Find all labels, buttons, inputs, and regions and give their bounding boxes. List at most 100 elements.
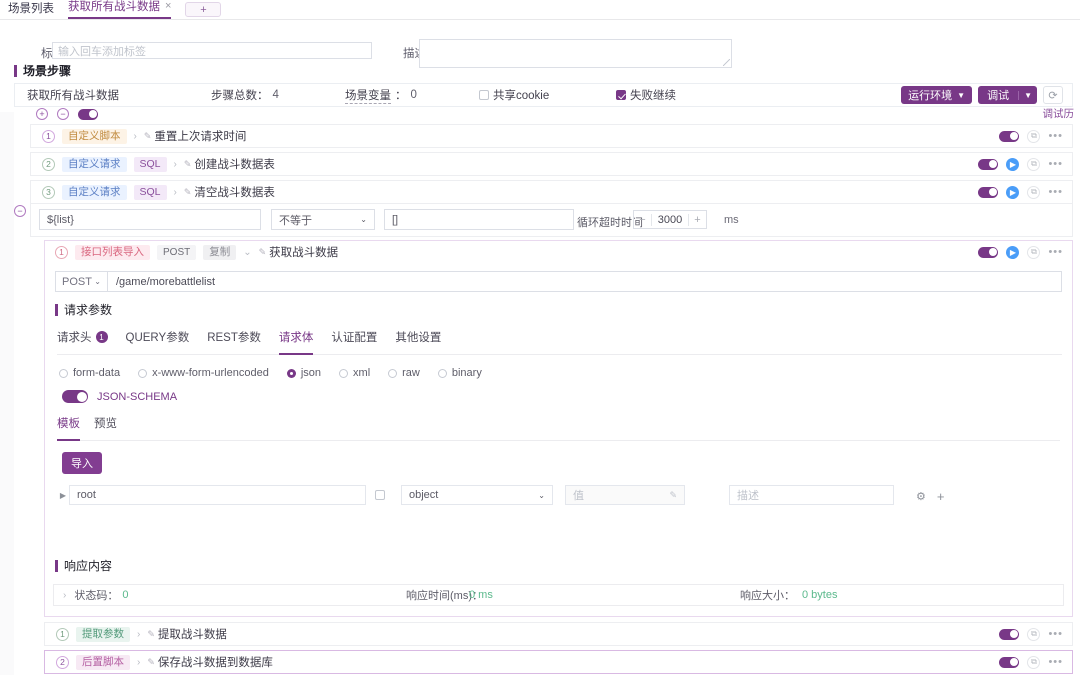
fail-continue-checkbox[interactable]: 失败继续	[616, 87, 676, 103]
chevron-right-icon[interactable]: ›	[173, 158, 177, 170]
tab-query-params[interactable]: QUERY参数	[125, 332, 190, 344]
copy-icon[interactable]: ⧉	[1027, 655, 1041, 669]
step-enable-toggle[interactable]	[999, 656, 1020, 668]
resize-grip-icon[interactable]	[723, 59, 730, 66]
refresh-button[interactable]: ⟳	[1043, 86, 1063, 104]
desc-textarea[interactable]	[419, 39, 732, 68]
more-icon[interactable]: •••	[1048, 246, 1063, 258]
http-method-select[interactable]: POST ⌄	[55, 271, 107, 292]
copy-icon[interactable]: ⧉	[1027, 185, 1041, 199]
tab-scenario-list[interactable]: 场景列表	[8, 3, 54, 15]
close-icon[interactable]: ×	[165, 0, 172, 12]
stepper-minus-icon[interactable]: −	[639, 213, 646, 226]
scenario-variable-count: 0	[410, 89, 417, 101]
more-icon[interactable]: •••	[1048, 130, 1063, 142]
step-type-tag: 自定义请求	[62, 156, 127, 172]
import-button[interactable]: 导入	[62, 452, 102, 474]
run-step-icon[interactable]: ▶	[1006, 157, 1020, 171]
schema-desc-input[interactable]: 描述	[729, 485, 894, 505]
schema-value-input[interactable]: 值 ✎	[565, 485, 685, 505]
scenario-variable[interactable]: 场景变量 ： 0	[345, 87, 417, 104]
copy-icon[interactable]: ⧉	[1027, 627, 1041, 641]
add-tab-button[interactable]: +	[185, 2, 222, 17]
request-step-name[interactable]: ✎ 获取战斗数据	[259, 244, 339, 260]
tag-input[interactable]: 输入回车添加标签	[52, 42, 372, 59]
loop-condition-row: ${list} 不等于 ⌄ [] 循环超时时间 − 3000 + ms	[30, 204, 1073, 237]
body-type-xml[interactable]: xml	[339, 367, 370, 379]
step-name[interactable]: ✎ 清空战斗数据表	[184, 184, 275, 200]
body-type-binary[interactable]: binary	[437, 367, 482, 379]
body-type-form-data[interactable]: form-data	[59, 367, 120, 379]
loop-operator-select[interactable]: 不等于 ⌄	[271, 209, 375, 230]
step-enable-toggle[interactable]	[999, 130, 1020, 142]
step-name[interactable]: ✎ 保存战斗数据到数据库	[147, 654, 273, 670]
expand-all-icon[interactable]: +	[36, 108, 48, 120]
copy-icon[interactable]: ⧉	[1027, 129, 1041, 143]
copy-icon[interactable]: ⧉	[1027, 245, 1041, 259]
more-icon[interactable]: •••	[1048, 186, 1063, 198]
schema-name-input[interactable]: root	[69, 485, 366, 505]
run-step-icon[interactable]: ▶	[1006, 185, 1020, 199]
loop-variable-input[interactable]: ${list}	[39, 209, 261, 230]
chevron-right-icon[interactable]: ›	[137, 628, 141, 640]
chevron-right-icon[interactable]: ›	[63, 589, 67, 601]
step-enable-toggle[interactable]	[978, 246, 999, 258]
chevron-right-icon[interactable]: ›	[137, 656, 141, 668]
tab-active-scenario[interactable]: 获取所有战斗数据 ×	[68, 0, 172, 19]
more-icon[interactable]: •••	[1048, 656, 1063, 668]
body-type-raw[interactable]: raw	[388, 367, 420, 379]
json-schema-toggle[interactable]	[62, 390, 88, 403]
share-cookie-checkbox[interactable]: 共享cookie	[479, 87, 549, 103]
debug-button[interactable]: 调试 ▼	[978, 86, 1037, 104]
schema-type-select[interactable]: object ⌄	[401, 485, 553, 505]
step-row[interactable]: 2 后置脚本 › ✎ 保存战斗数据到数据库 ⧉ •••	[44, 650, 1073, 674]
tab-other-settings[interactable]: 其他设置	[395, 332, 442, 344]
tab-request-headers[interactable]: 请求头 1	[57, 329, 108, 349]
loop-value-input[interactable]: []	[384, 209, 574, 230]
tab-auth-config[interactable]: 认证配置	[331, 332, 378, 344]
more-icon[interactable]: •••	[1048, 628, 1063, 640]
step-enable-toggle[interactable]	[999, 628, 1020, 640]
plus-icon[interactable]: +	[936, 488, 945, 504]
steps-enable-toggle[interactable]	[78, 108, 98, 120]
step-name[interactable]: ✎ 创建战斗数据表	[184, 156, 275, 172]
more-icon[interactable]: •••	[1048, 158, 1063, 170]
tab-request-body[interactable]: 请求体	[278, 329, 313, 355]
chevron-right-icon[interactable]: ›	[173, 186, 177, 198]
tab-template[interactable]: 模板	[57, 415, 80, 441]
collapse-all-icon[interactable]: −	[57, 108, 69, 120]
edit-icon[interactable]: ✎	[669, 489, 677, 500]
status-code-label: 状态码：	[74, 590, 119, 602]
body-type-urlencoded[interactable]: x-www-form-urlencoded	[138, 367, 269, 379]
debug-history-link[interactable]: 调试历	[1042, 108, 1075, 120]
url-input[interactable]: /game/morebattlelist	[107, 271, 1062, 292]
tab-preview[interactable]: 预览	[94, 418, 117, 430]
http-method-value: POST	[62, 275, 92, 288]
step-row[interactable]: 1 自定义脚本 › ✎ 重置上次请求时间 ⧉ •••	[30, 124, 1073, 148]
loop-timeout-value[interactable]: 3000	[651, 213, 689, 226]
step-enable-toggle[interactable]	[978, 158, 999, 170]
request-step-header[interactable]: 1 接口列表导入 POST 复制 ⌄ ✎ 获取战斗数据 ▶ ⧉ •••	[44, 240, 1073, 263]
loop-collapse-icon[interactable]: −	[14, 205, 26, 217]
step-enable-toggle[interactable]	[978, 186, 999, 198]
run-step-icon[interactable]: ▶	[1006, 245, 1020, 259]
step-row[interactable]: 1 提取参数 › ✎ 提取战斗数据 ⧉ •••	[44, 622, 1073, 646]
run-env-button[interactable]: 运行环境 ▼	[901, 86, 972, 104]
debug-label: 调试	[987, 90, 1010, 102]
stepper-plus-icon[interactable]: +	[694, 213, 701, 226]
schema-required-checkbox[interactable]	[375, 490, 385, 500]
chevron-right-icon[interactable]: ›	[133, 130, 137, 142]
loop-timeout-stepper[interactable]: − 3000 +	[633, 210, 707, 229]
chevron-down-icon[interactable]: ⌄	[243, 246, 252, 258]
step-row[interactable]: 3 自定义请求 SQL › ✎ 清空战斗数据表 ▶ ⧉ •••	[30, 180, 1073, 204]
copy-icon[interactable]: ⧉	[1027, 157, 1041, 171]
step-name[interactable]: ✎ 重置上次请求时间	[144, 128, 247, 144]
gear-icon[interactable]: ⚙	[916, 491, 926, 503]
step-row[interactable]: 2 自定义请求 SQL › ✎ 创建战斗数据表 ▶ ⧉ •••	[30, 152, 1073, 176]
chevron-down-icon[interactable]: ▼	[1018, 90, 1037, 100]
body-type-json[interactable]: json	[286, 367, 321, 379]
step-name-text: 创建战斗数据表	[194, 159, 275, 171]
step-name[interactable]: ✎ 提取战斗数据	[147, 626, 227, 642]
triangle-right-icon[interactable]: ▶	[59, 490, 67, 500]
tab-rest-params[interactable]: REST参数	[207, 332, 261, 344]
